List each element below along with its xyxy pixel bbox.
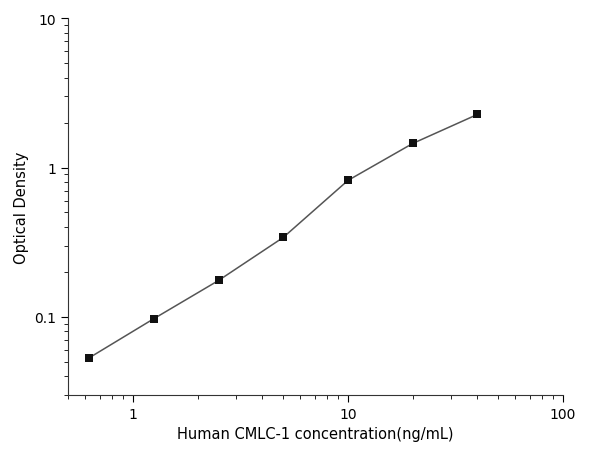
Point — [278, 234, 288, 242]
Point — [473, 111, 482, 119]
Y-axis label: Optical Density: Optical Density — [14, 151, 29, 263]
Point — [214, 277, 223, 284]
X-axis label: Human CMLC-1 concentration(ng/mL): Human CMLC-1 concentration(ng/mL) — [178, 426, 454, 441]
Point — [343, 177, 353, 185]
Point — [84, 354, 94, 362]
Point — [408, 141, 417, 148]
Point — [149, 315, 159, 323]
